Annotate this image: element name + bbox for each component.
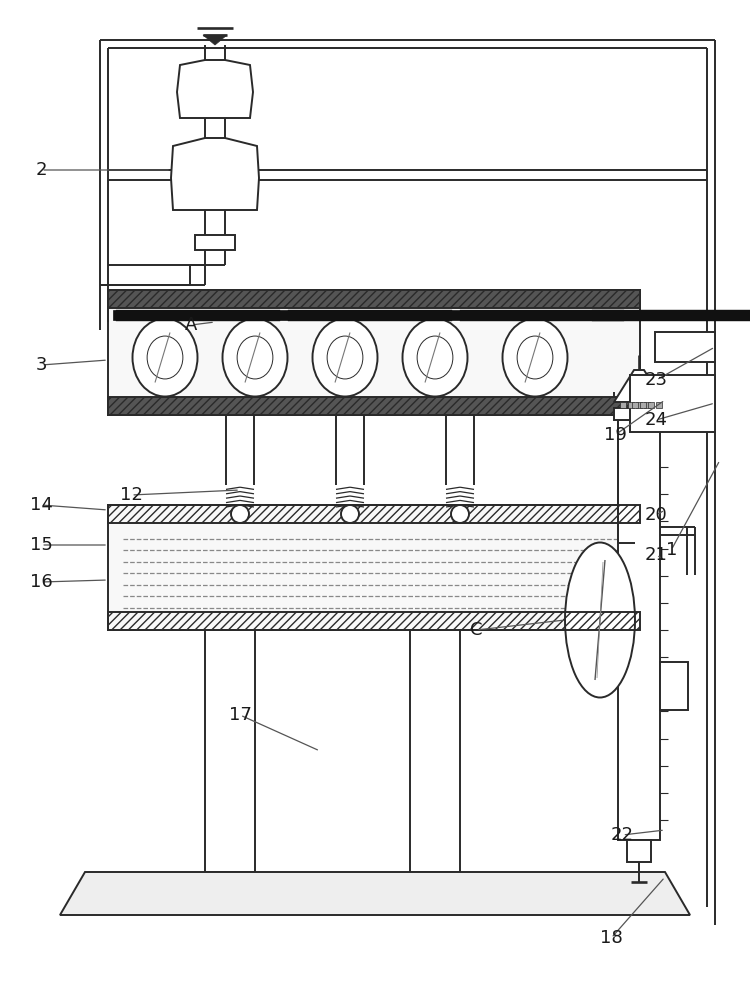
Bar — [592, 310, 750, 321]
Ellipse shape — [147, 336, 183, 379]
Text: 16: 16 — [30, 573, 52, 591]
Bar — [632, 402, 638, 408]
Bar — [108, 612, 640, 630]
Ellipse shape — [133, 318, 197, 396]
Text: 21: 21 — [645, 546, 668, 564]
Bar — [205, 630, 255, 872]
Bar — [630, 375, 715, 432]
Bar — [108, 505, 640, 523]
Polygon shape — [60, 872, 690, 915]
Ellipse shape — [237, 336, 273, 379]
Text: 14: 14 — [30, 496, 52, 514]
Text: 19: 19 — [604, 426, 626, 444]
Polygon shape — [177, 60, 253, 118]
Ellipse shape — [223, 318, 287, 396]
Text: 3: 3 — [35, 356, 47, 374]
Text: 18: 18 — [600, 929, 622, 947]
Bar — [108, 290, 640, 415]
Polygon shape — [614, 370, 664, 402]
Bar — [116, 310, 280, 321]
Ellipse shape — [327, 336, 363, 379]
Bar — [410, 630, 460, 872]
Circle shape — [231, 505, 249, 523]
Ellipse shape — [503, 318, 568, 396]
Circle shape — [451, 505, 469, 523]
Bar — [195, 235, 235, 250]
Text: 24: 24 — [645, 411, 668, 429]
Bar — [288, 310, 452, 321]
Text: 23: 23 — [645, 371, 668, 389]
Bar — [660, 662, 688, 710]
Circle shape — [341, 505, 359, 523]
Text: 2: 2 — [35, 161, 47, 179]
Bar — [644, 402, 650, 408]
Bar — [656, 402, 662, 408]
Ellipse shape — [518, 336, 553, 379]
Text: 1: 1 — [665, 541, 677, 559]
Bar — [655, 332, 715, 362]
Text: 22: 22 — [611, 826, 634, 844]
Bar — [618, 420, 660, 840]
Bar — [620, 402, 626, 408]
Bar — [460, 310, 624, 321]
Ellipse shape — [313, 318, 377, 396]
Text: 20: 20 — [645, 506, 668, 524]
Bar — [108, 290, 640, 308]
Ellipse shape — [403, 318, 467, 396]
Text: 17: 17 — [229, 706, 251, 724]
Polygon shape — [203, 35, 227, 45]
Bar — [636, 402, 642, 408]
Text: 15: 15 — [30, 536, 52, 554]
Bar — [108, 397, 640, 415]
Bar — [648, 402, 654, 408]
Bar — [113, 310, 635, 320]
Text: 12: 12 — [120, 486, 142, 504]
Bar — [640, 402, 646, 408]
Bar — [627, 840, 651, 862]
Text: C: C — [470, 621, 482, 639]
Ellipse shape — [565, 542, 635, 698]
Polygon shape — [171, 138, 259, 210]
Bar — [614, 408, 664, 420]
Bar — [108, 505, 640, 630]
Bar — [628, 402, 634, 408]
Ellipse shape — [417, 336, 453, 379]
Text: A: A — [185, 316, 197, 334]
